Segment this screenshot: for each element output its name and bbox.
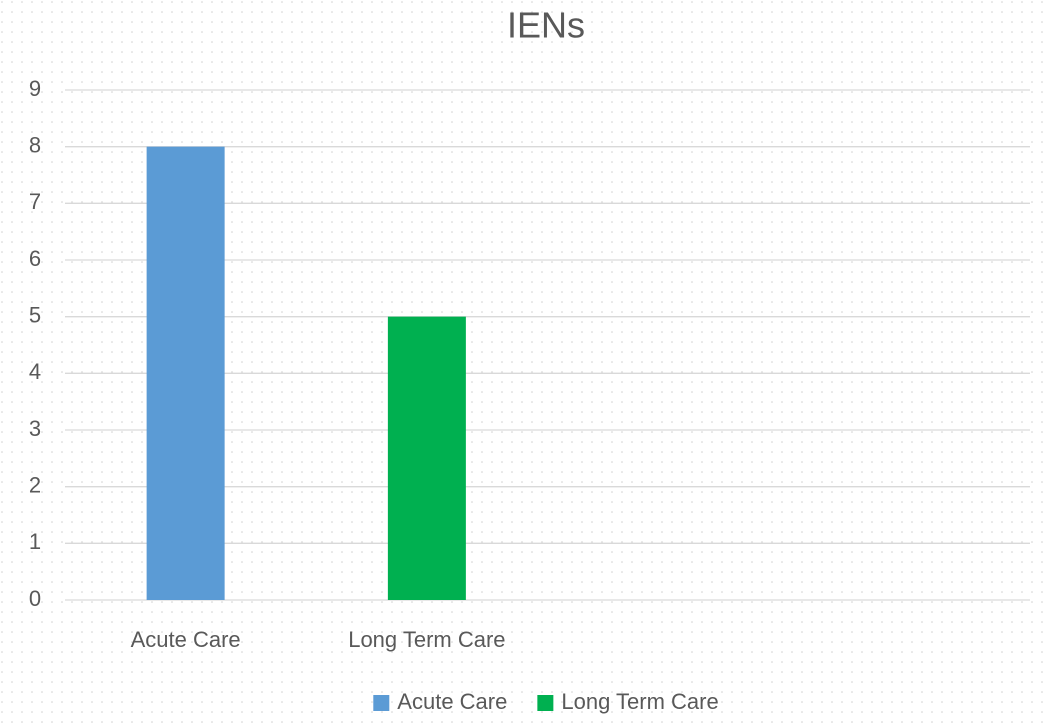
y-tick-label: 3 xyxy=(29,416,41,441)
y-tick-label: 5 xyxy=(29,302,41,327)
legend-label: Long Term Care xyxy=(561,689,718,714)
bar xyxy=(146,146,225,600)
x-tick-label: Acute Care xyxy=(131,627,241,652)
y-tick-label: 4 xyxy=(29,359,41,384)
legend-swatch xyxy=(537,695,554,711)
y-tick-label: 0 xyxy=(29,586,41,611)
bar xyxy=(387,316,466,600)
y-tick-label: 1 xyxy=(29,529,41,554)
y-tick-label: 7 xyxy=(29,189,41,214)
y-tick-label: 6 xyxy=(29,246,41,271)
x-tick-label: Long Term Care xyxy=(348,627,505,652)
y-tick-label: 8 xyxy=(29,132,41,157)
legend-label: Acute Care xyxy=(397,689,507,714)
chart-title: IENs xyxy=(507,5,585,46)
y-tick-label: 9 xyxy=(29,76,41,101)
y-tick-label: 2 xyxy=(29,472,41,497)
legend-swatch xyxy=(373,695,390,711)
